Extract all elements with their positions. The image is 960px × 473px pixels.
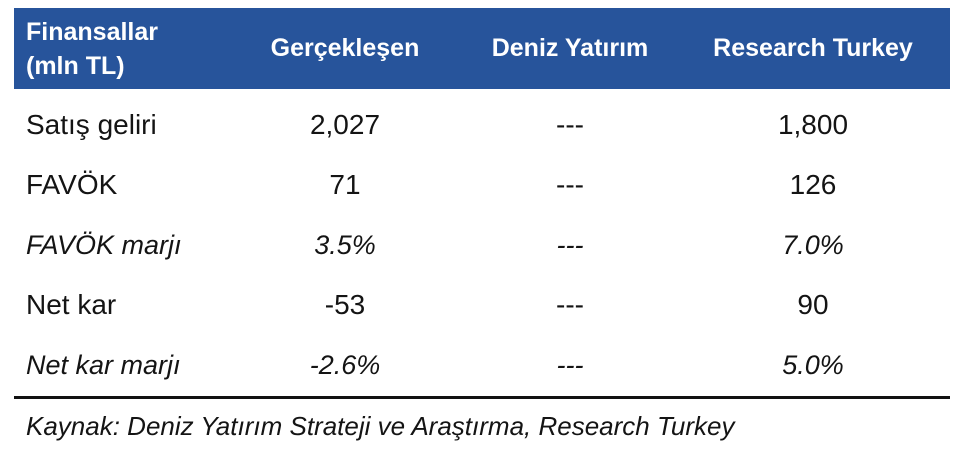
row-label: Net kar marjı [26,349,181,380]
cell-research-turkey: 90 [797,289,829,320]
header-research-turkey: Research Turkey [713,34,913,62]
row-label: FAVÖK marjı [26,229,182,260]
table-header-row: Finansallar (mln TL) Gerçekleşen Deniz Y… [14,8,950,89]
cell-gerceklesen: -53 [324,289,366,320]
table-body: Satış geliri 2,027 --- 1,800 FAVÖK 71 --… [14,89,950,395]
cell-gerceklesen: 2,027 [309,109,381,140]
table-row-net-kar: Net kar -53 --- 90 [14,275,950,335]
cell-deniz-yatirim: --- [556,229,584,260]
source-note: Kaynak: Deniz Yatırım Strateji ve Araştı… [26,411,735,441]
header-gerceklesen: Gerçekleşen [270,34,420,62]
cell-deniz-yatirim: --- [556,289,584,320]
row-label: FAVÖK [26,169,118,200]
cell-deniz-yatirim: --- [556,109,584,140]
cell-gerceklesen: 3.5% [314,229,376,260]
header-finansallar-line2: (mln TL) [26,51,125,80]
table-row-net-kar-marji: Net kar marjı -2.6% --- 5.0% [14,335,950,395]
cell-research-turkey: 1,800 [777,109,849,140]
cell-research-turkey: 126 [789,169,837,200]
header-finansallar-line1: Finansallar [26,17,158,46]
table-row-satis-geliri: Satış geliri 2,027 --- 1,800 [14,95,950,155]
row-label: Satış geliri [26,109,157,140]
cell-research-turkey: 7.0% [782,229,844,260]
header-finansallar: Finansallar (mln TL) [14,15,226,83]
financials-table: Finansallar (mln TL) Gerçekleşen Deniz Y… [14,8,950,442]
bottom-rule [14,396,950,399]
cell-deniz-yatirim: --- [556,169,584,200]
row-label: Net kar [26,289,117,320]
cell-research-turkey: 5.0% [782,349,844,380]
cell-gerceklesen: 71 [329,169,361,200]
cell-gerceklesen: -2.6% [309,349,381,380]
cell-deniz-yatirim: --- [556,349,584,380]
header-deniz-yatirim: Deniz Yatırım [491,34,649,62]
table-row-favok-marji: FAVÖK marjı 3.5% --- 7.0% [14,215,950,275]
table-row-favok: FAVÖK 71 --- 126 [14,155,950,215]
